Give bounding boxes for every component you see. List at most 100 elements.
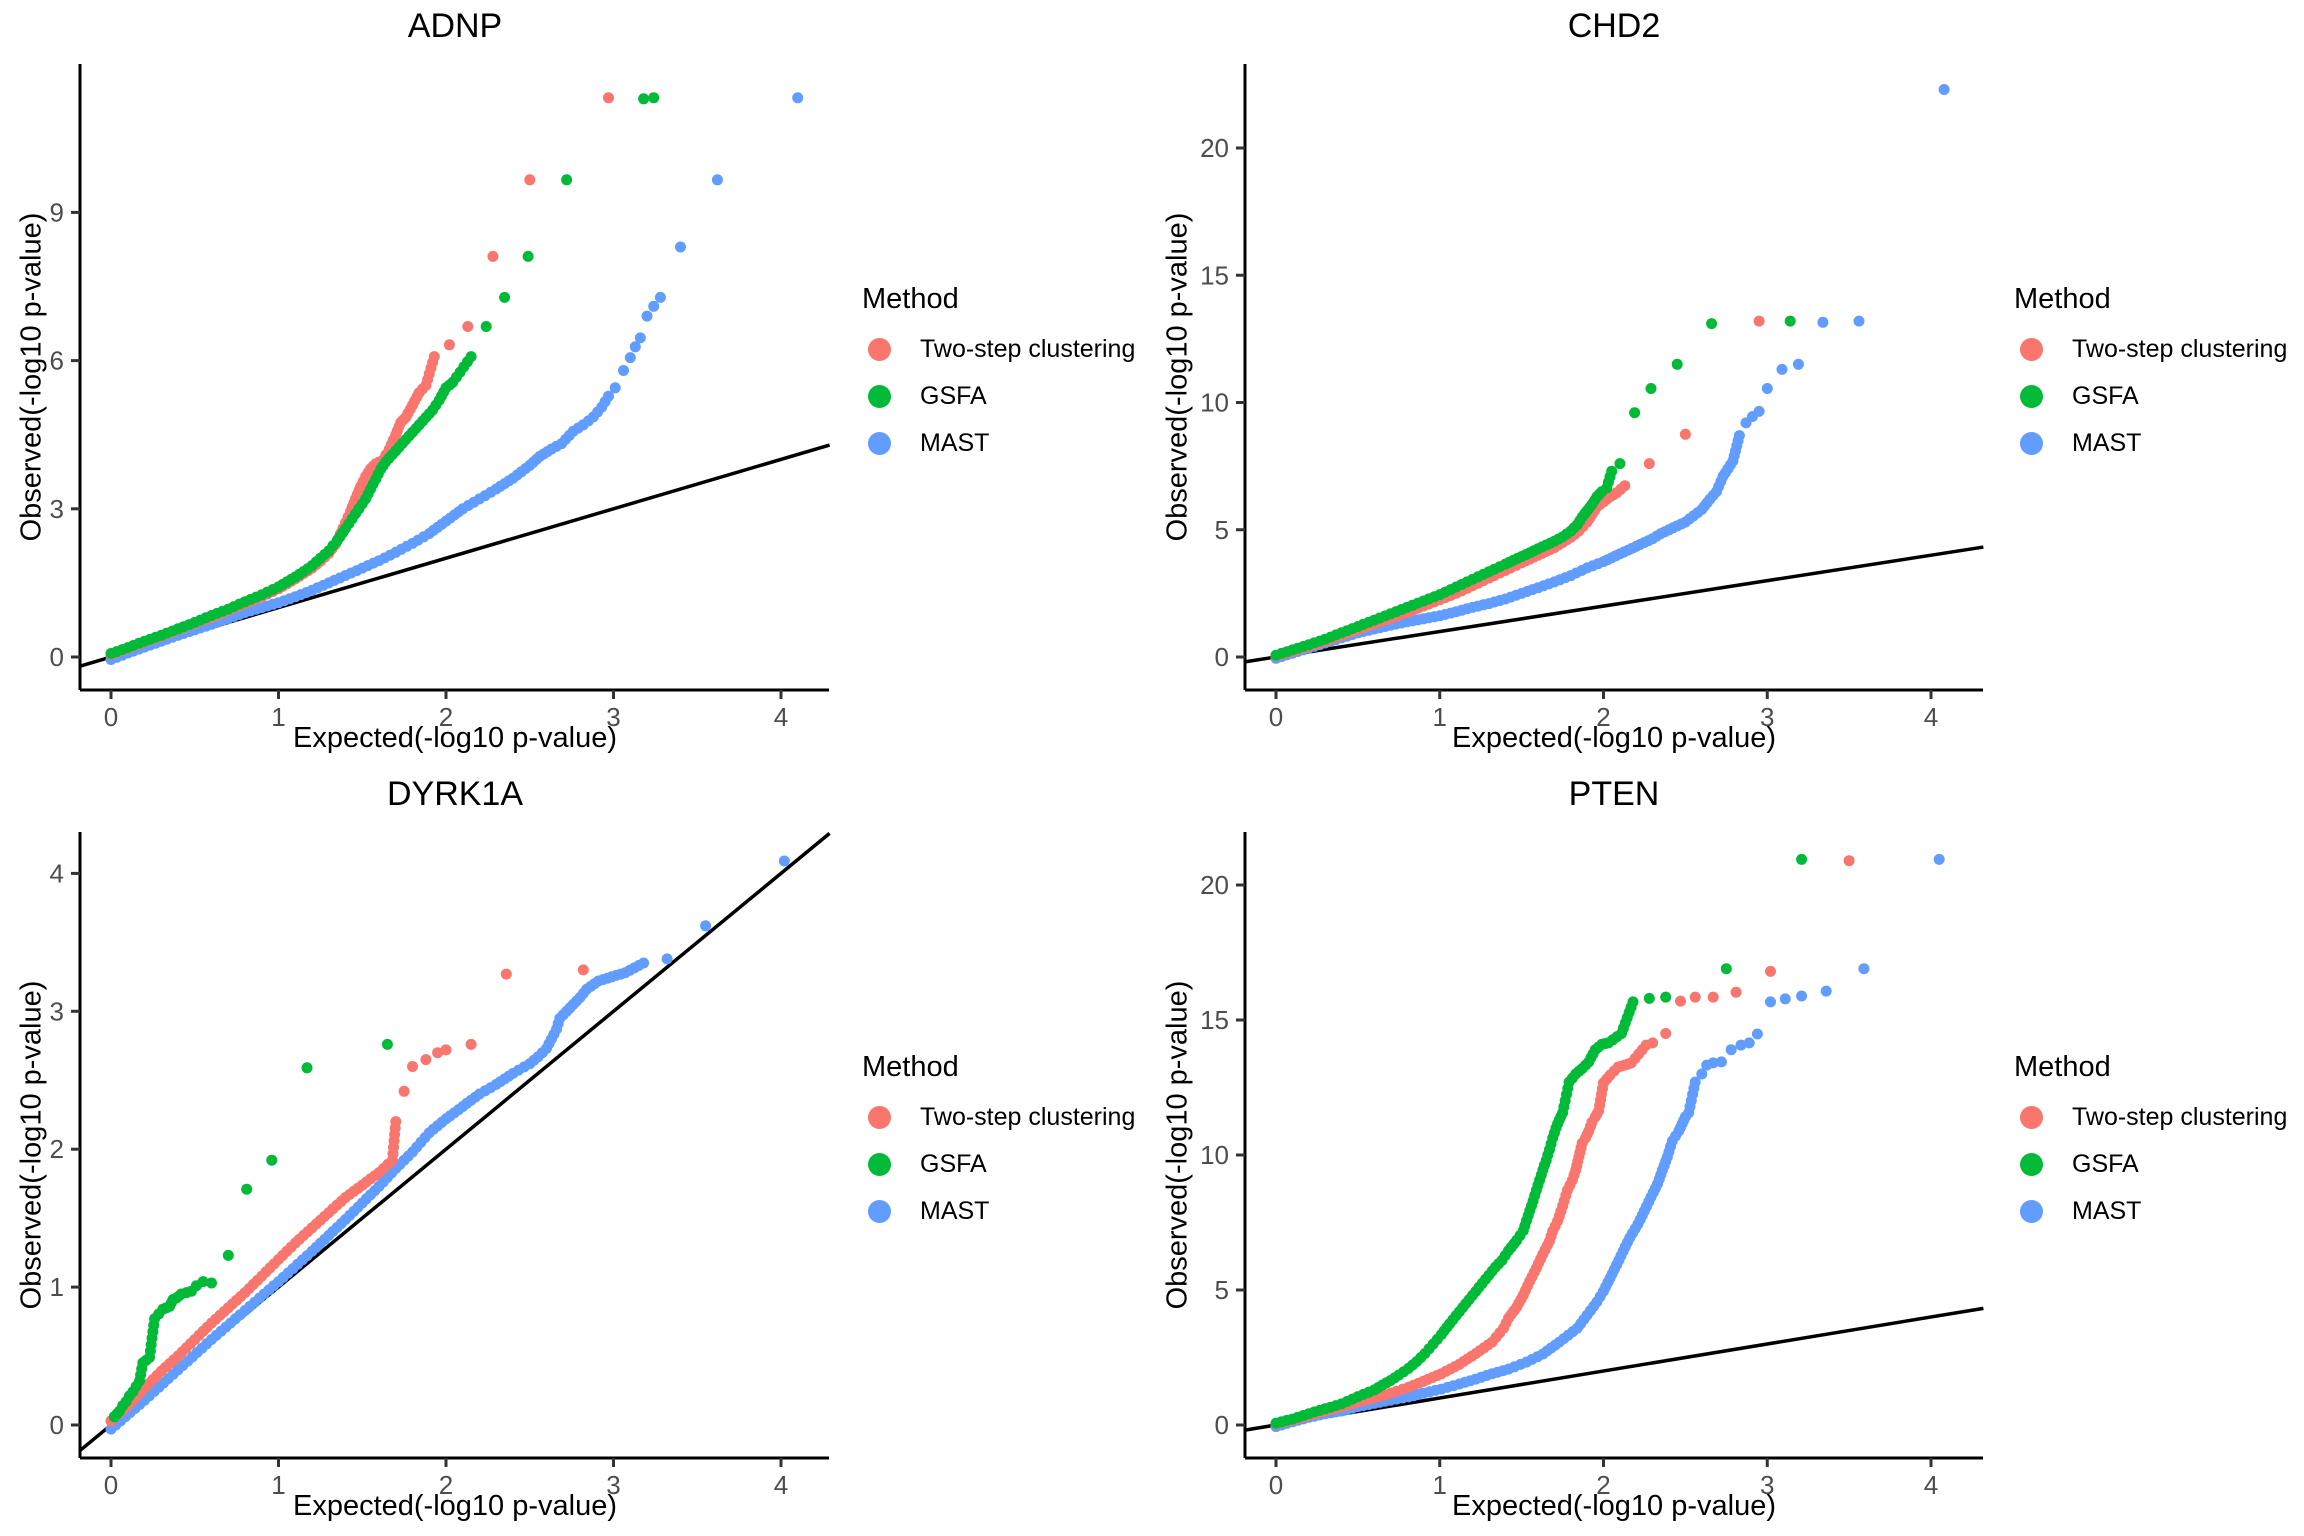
legend-item-mast: MAST bbox=[858, 420, 1150, 467]
y-tick-label: 15 bbox=[1200, 1005, 1229, 1035]
y-axis-ticks: 0 5 10 15 20 bbox=[1200, 133, 1245, 672]
legend-label: MAST bbox=[2072, 429, 2142, 457]
x-tick-label: 3 bbox=[1760, 1470, 1774, 1500]
panel-title-adnp: ADNP bbox=[407, 7, 503, 45]
y-tick-label: 6 bbox=[50, 346, 64, 376]
x-axis-title: Expected(-log10 p-value) bbox=[1451, 722, 1776, 754]
y-axis-ticks: 0 1 2 3 4 bbox=[50, 858, 80, 1440]
y-tick-label: 3 bbox=[50, 494, 64, 524]
y-tick-label: 9 bbox=[50, 197, 64, 227]
y-tick-label: 15 bbox=[1200, 260, 1229, 290]
x-tick-label: 1 bbox=[1433, 702, 1447, 732]
series-two_step bbox=[105, 964, 589, 1427]
series-two_step bbox=[1270, 855, 1855, 1430]
legend-item-two-step-clustering: Two-step clustering bbox=[2010, 1094, 2302, 1141]
y-tick-label: 5 bbox=[1215, 515, 1229, 545]
y-tick-label: 2 bbox=[50, 1134, 64, 1164]
x-tick-label: 1 bbox=[1433, 1470, 1447, 1500]
y-axis-ticks: 0 5 10 15 20 bbox=[1200, 870, 1245, 1440]
plot-area-dyrk1a: 0 1 2 3 4 0 1 2 3 4 bbox=[50, 832, 831, 1500]
legend-item-gsfa: GSFA bbox=[858, 373, 1150, 420]
y-tick-label: 0 bbox=[1215, 642, 1229, 672]
y-axis-title: Observed(-log10 p-value) bbox=[15, 980, 48, 1310]
x-tick-label: 3 bbox=[1760, 702, 1774, 732]
legend-title: Method bbox=[2014, 283, 2111, 315]
panel-title-dyrk1a: DYRK1A bbox=[386, 775, 524, 813]
identity-reference-line bbox=[1244, 545, 1984, 664]
y-axis-ticks: 0 3 6 9 bbox=[50, 197, 80, 672]
legend-swatch-two-step-icon bbox=[2020, 1106, 2043, 1129]
x-tick-label: 0 bbox=[104, 1470, 118, 1500]
panel-dyrk1a: 0 1 2 3 4 0 1 2 3 4 DYRK1A Expected(-log10 p-valu… bbox=[0, 768, 1152, 1536]
x-axis-ticks: 0 1 2 3 4 bbox=[1269, 1458, 1938, 1500]
x-axis-title: Expected(-log10 p-value) bbox=[292, 722, 617, 754]
y-tick-label: 20 bbox=[1200, 870, 1229, 900]
legend-title: Method bbox=[862, 283, 959, 315]
legend-swatch-mast-icon bbox=[2020, 432, 2043, 455]
series-gsfa bbox=[105, 92, 660, 659]
legend-label: MAST bbox=[920, 429, 990, 457]
x-axis-ticks: 0 1 2 3 4 bbox=[1269, 690, 1938, 732]
legend-label: GSFA bbox=[920, 382, 987, 410]
series-mast bbox=[105, 855, 790, 1435]
legend-item-two-step-clustering: Two-step clustering bbox=[858, 326, 1150, 373]
panel-title-pten: PTEN bbox=[1568, 775, 1660, 813]
axes bbox=[78, 64, 829, 692]
legend-item-gsfa: GSFA bbox=[2010, 1141, 2302, 1188]
panel-pten: 0 1 2 3 4 0 5 10 15 20 PTEN Expected(-log10 p-val… bbox=[1152, 768, 2304, 1536]
series-mast bbox=[1270, 84, 1950, 664]
legend: Method Two-step clustering GSFA MAST bbox=[858, 1051, 1150, 1235]
legend-swatch-two-step-icon bbox=[868, 338, 891, 361]
y-tick-label: 0 bbox=[50, 1410, 64, 1440]
axes bbox=[78, 832, 829, 1460]
series-two_step bbox=[1270, 315, 1765, 662]
legend-swatch-mast-icon bbox=[2020, 1200, 2043, 1223]
legend-item-mast: MAST bbox=[2010, 1188, 2302, 1235]
x-tick-label: 3 bbox=[606, 1470, 620, 1500]
y-tick-label: 1 bbox=[50, 1272, 64, 1302]
legend: Method Two-step clustering GSFA MAST bbox=[858, 283, 1150, 467]
plot-area-pten: 0 1 2 3 4 0 5 10 15 20 bbox=[1200, 832, 1984, 1500]
legend-swatch-gsfa-icon bbox=[868, 1153, 891, 1176]
x-tick-label: 1 bbox=[271, 1470, 285, 1500]
legend-swatch-two-step-icon bbox=[2020, 338, 2043, 361]
y-axis-title: Observed(-log10 p-value) bbox=[15, 212, 48, 542]
y-tick-label: 5 bbox=[1215, 1275, 1229, 1305]
x-axis-ticks: 0 1 2 3 4 bbox=[104, 690, 788, 732]
legend-swatch-mast-icon bbox=[868, 1200, 891, 1223]
y-axis-title: Observed(-log10 p-value) bbox=[1161, 980, 1194, 1310]
x-axis-title: Expected(-log10 p-value) bbox=[1451, 1490, 1776, 1522]
x-tick-label: 4 bbox=[774, 702, 788, 732]
legend-item-two-step-clustering: Two-step clustering bbox=[2010, 326, 2302, 373]
legend-label: MAST bbox=[920, 1197, 990, 1225]
panel-title-chd2: CHD2 bbox=[1567, 7, 1661, 45]
y-tick-label: 3 bbox=[50, 996, 64, 1026]
legend-label: Two-step clustering bbox=[920, 335, 1136, 363]
legend-item-mast: MAST bbox=[2010, 420, 2302, 467]
x-tick-label: 2 bbox=[439, 702, 453, 732]
x-tick-label: 2 bbox=[1596, 1470, 1610, 1500]
y-axis-title: Observed(-log10 p-value) bbox=[1161, 212, 1194, 542]
legend-item-gsfa: GSFA bbox=[2010, 373, 2302, 420]
series-mast bbox=[1270, 853, 1945, 1433]
legend-item-gsfa: GSFA bbox=[858, 1141, 1150, 1188]
series-mast bbox=[105, 92, 804, 665]
series-gsfa bbox=[1270, 853, 1808, 1429]
legend-label: MAST bbox=[2072, 1197, 2142, 1225]
x-tick-label: 4 bbox=[774, 1470, 788, 1500]
x-tick-label: 0 bbox=[1269, 1470, 1283, 1500]
legend-label: GSFA bbox=[2072, 1150, 2139, 1178]
legend-swatch-two-step-icon bbox=[868, 1106, 891, 1129]
x-tick-label: 0 bbox=[1269, 702, 1283, 732]
y-tick-label: 10 bbox=[1200, 388, 1229, 418]
x-tick-label: 2 bbox=[439, 1470, 453, 1500]
legend-title: Method bbox=[862, 1051, 959, 1083]
axes bbox=[1243, 64, 1983, 692]
series-gsfa bbox=[1270, 315, 1796, 661]
x-axis-ticks: 0 1 2 3 4 bbox=[104, 1458, 788, 1500]
y-tick-label: 0 bbox=[1215, 1410, 1229, 1440]
legend-swatch-gsfa-icon bbox=[2020, 1153, 2043, 1176]
series-gsfa bbox=[108, 1038, 393, 1423]
